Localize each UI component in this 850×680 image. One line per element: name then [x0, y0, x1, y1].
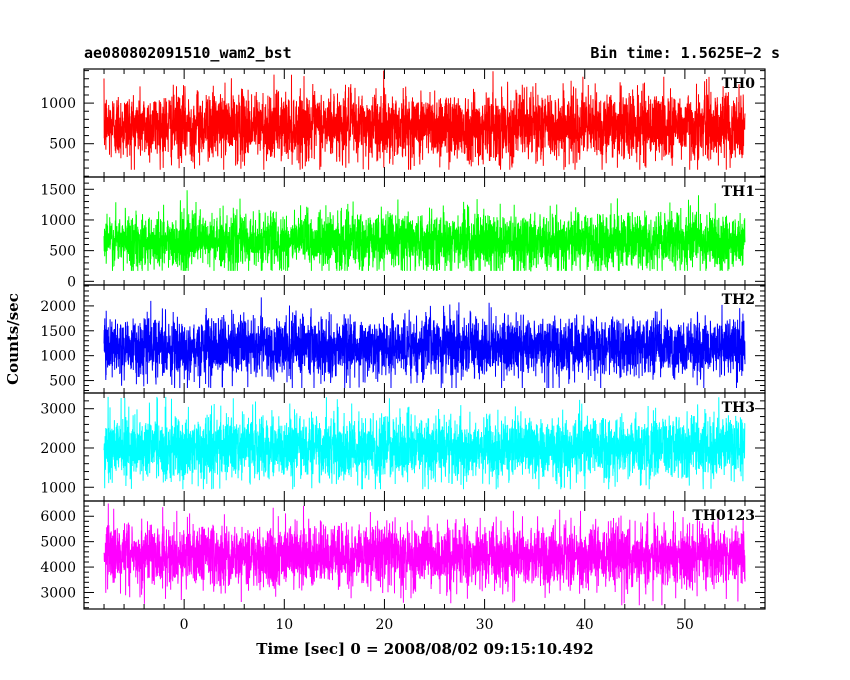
- y-tick-label: 500: [49, 244, 76, 260]
- x-axis-label: Time [sec] 0 = 2008/08/02 09:15:10.492: [256, 640, 594, 658]
- y-tick-label: 2000: [40, 441, 76, 457]
- x-tick-label: 0: [180, 617, 189, 633]
- y-tick-label: 1000: [40, 480, 76, 496]
- series-line-th0: [103, 70, 746, 170]
- panel-label-th0123: TH0123: [692, 508, 755, 524]
- y-tick-label: 6000: [40, 509, 76, 525]
- panel-th1: 0 500 1000 1500 TH1: [40, 176, 766, 290]
- panel-label-th1: TH1: [722, 184, 755, 200]
- x-tick-label: 50: [676, 617, 694, 633]
- x-tick-label: 10: [275, 617, 293, 633]
- x-tick-label: 30: [476, 617, 494, 633]
- bin-time-label: Bin time: 1.5625E−2 s: [590, 44, 780, 62]
- y-tick-label: 1500: [40, 324, 76, 340]
- panel-th0123: 3000 4000 5000 6000 TH0123 0 10 20 30 40 50: [40, 500, 766, 633]
- series-line-th1: [103, 190, 746, 272]
- y-tick-label: 3000: [40, 585, 76, 601]
- y-tick-label: 1000: [40, 213, 76, 229]
- panel-label-th2: TH2: [722, 292, 755, 308]
- y-tick-label: 5000: [40, 535, 76, 551]
- y-tick-label: 4000: [40, 560, 76, 576]
- y-tick-label: 1000: [40, 96, 76, 112]
- y-tick-label: 3000: [40, 402, 76, 418]
- x-tick-label: 40: [576, 617, 594, 633]
- chart-title: ae080802091510_wam2_bst: [84, 44, 292, 62]
- y-tick-label: 0: [67, 274, 76, 290]
- panel-label-th3: TH3: [722, 400, 755, 416]
- panel-th3: 1000 2000 3000 TH3: [40, 392, 766, 502]
- panel-th0: 500 1000 TH0: [40, 68, 766, 178]
- y-tick-label: 1500: [40, 182, 76, 198]
- x-tick-label: 20: [376, 617, 394, 633]
- y-tick-label: 1000: [40, 349, 76, 365]
- y-tick-label: 500: [49, 374, 76, 390]
- series-line-th0123: [103, 503, 746, 606]
- y-tick-label: 500: [49, 137, 76, 153]
- series-line-th2: [103, 297, 746, 389]
- series-line-th3: [103, 396, 746, 490]
- y-tick-label: 2000: [40, 299, 76, 315]
- panel-label-th0: TH0: [722, 76, 756, 92]
- panel-th2: 500 1000 1500 2000 TH2: [40, 284, 766, 394]
